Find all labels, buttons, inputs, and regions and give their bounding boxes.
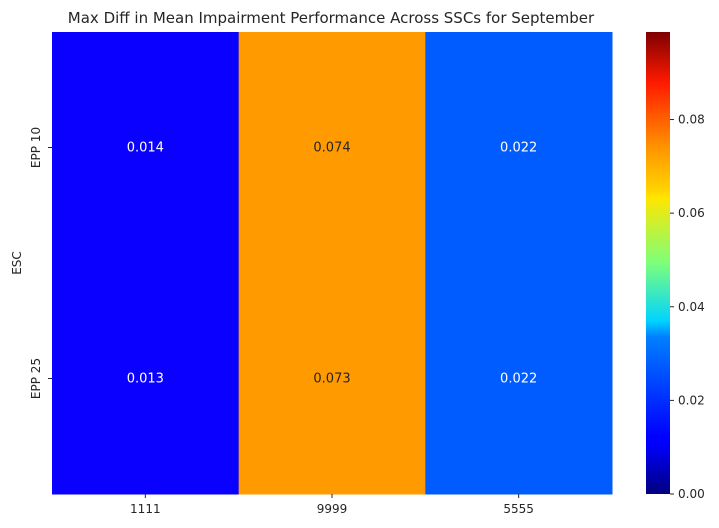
heatmap-cell (425, 32, 613, 264)
x-tick-label: 5555 (503, 502, 534, 516)
chart-title: Max Diff in Mean Impairment Performance … (68, 9, 595, 27)
heatmap-cell (238, 32, 426, 264)
y-axis-label: ESC (10, 251, 24, 275)
colorbar-tick-label: 0.08 (678, 113, 705, 127)
heatmap-cell (238, 263, 426, 495)
colorbar-tick-label: 0.04 (678, 300, 705, 314)
cell-value-label: 0.074 (313, 141, 350, 156)
cell-value-label: 0.073 (313, 372, 350, 387)
x-tick-label: 9999 (317, 502, 348, 516)
colorbar-tick-label: 0.00 (678, 487, 705, 501)
heatmap-cell (52, 263, 240, 495)
x-axis: 1111 9999 5555 (130, 494, 534, 516)
cell-value-label: 0.014 (127, 141, 164, 156)
y-tick-label: EPP 10 (29, 127, 43, 168)
cell-value-label: 0.022 (500, 141, 537, 156)
heatmap-cell-labels: 0.014 0.074 0.022 0.013 0.073 0.022 (127, 141, 538, 387)
colorbar-axis: 0.00 0.02 0.04 0.06 0.08 (670, 113, 705, 501)
cell-value-label: 0.022 (500, 372, 537, 387)
colorbar-tick-label: 0.06 (678, 206, 705, 220)
x-tick-label: 1111 (130, 502, 161, 516)
heatmap-cells (52, 32, 613, 495)
heatmap-cell (52, 32, 240, 264)
y-axis: EPP 10 EPP 25 (29, 127, 52, 399)
colorbar (646, 32, 670, 494)
heatmap-cell (425, 263, 613, 495)
colorbar-tick-label: 0.02 (678, 393, 705, 407)
y-tick-label: EPP 25 (29, 358, 43, 399)
cell-value-label: 0.013 (127, 372, 164, 387)
